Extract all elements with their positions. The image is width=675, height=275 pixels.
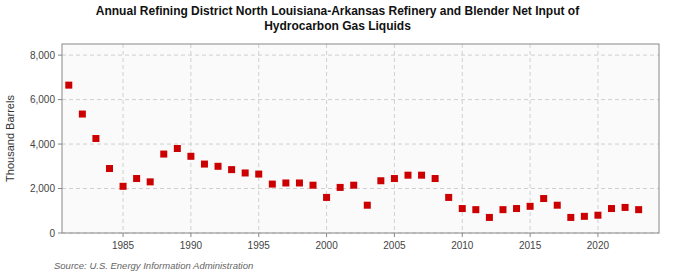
x-grid-line — [394, 44, 395, 233]
y-grid-line — [62, 55, 659, 56]
y-tick-label: 2,000 — [30, 183, 55, 194]
point — [581, 213, 588, 220]
point — [513, 205, 520, 212]
x-tick-label: 2000 — [315, 240, 338, 251]
y-grid-line — [62, 188, 659, 189]
y-tick — [58, 55, 62, 56]
point — [255, 171, 262, 178]
y-tick — [58, 99, 62, 100]
y-tick-label: 4,000 — [30, 139, 55, 150]
x-grid-line — [462, 44, 463, 233]
x-grid-line — [190, 44, 191, 233]
y-axis-label: Thousand Barrels — [4, 95, 16, 182]
point — [432, 175, 439, 182]
point — [622, 204, 629, 211]
y-tick — [58, 144, 62, 145]
point — [445, 194, 452, 201]
point — [65, 82, 72, 89]
point — [120, 183, 127, 190]
point — [364, 202, 371, 209]
point — [269, 181, 276, 188]
x-grid-line — [326, 44, 327, 233]
x-tick-label: 1995 — [248, 240, 271, 251]
y-tick-label: 0 — [49, 228, 55, 239]
point — [391, 175, 398, 182]
point — [608, 205, 615, 212]
point — [147, 178, 154, 185]
point — [106, 165, 113, 172]
title-line: Hydrocarbon Gas Liquids — [264, 19, 411, 33]
point — [310, 182, 317, 189]
point — [540, 195, 547, 202]
x-tick — [530, 233, 531, 237]
point — [459, 205, 466, 212]
point — [472, 206, 479, 213]
point — [486, 214, 493, 221]
point — [215, 163, 222, 170]
source-note: Source: U.S. Energy Information Administ… — [54, 260, 253, 271]
point — [296, 179, 303, 186]
y-tick-label: 8,000 — [30, 50, 55, 61]
point — [404, 172, 411, 179]
point — [282, 179, 289, 186]
point — [160, 151, 167, 158]
x-tick — [326, 233, 327, 237]
point — [228, 166, 235, 173]
y-tick-label: 6,000 — [30, 94, 55, 105]
point — [323, 194, 330, 201]
points — [65, 82, 642, 221]
x-tick — [394, 233, 395, 237]
x-tick-label: 2020 — [587, 240, 610, 251]
plot-frame — [62, 44, 659, 233]
point — [594, 212, 601, 219]
point — [418, 172, 425, 179]
point — [635, 206, 642, 213]
y-grid-line — [62, 99, 659, 100]
plot-area — [62, 44, 659, 233]
point — [187, 153, 194, 160]
y-tick — [58, 233, 62, 234]
point — [337, 184, 344, 191]
x-tick-label: 2005 — [383, 240, 406, 251]
point — [79, 111, 86, 118]
point — [350, 182, 357, 189]
x-tick — [462, 233, 463, 237]
x-tick — [190, 233, 191, 237]
point — [567, 214, 574, 221]
x-tick — [258, 233, 259, 237]
point — [527, 203, 534, 210]
x-grid-line — [597, 44, 598, 233]
y-tick — [58, 188, 62, 189]
point — [174, 145, 181, 152]
title-line: Annual Refining District North Louisiana… — [96, 4, 580, 18]
point — [377, 177, 384, 184]
x-grid-line — [123, 44, 124, 233]
point — [499, 206, 506, 213]
x-tick-label: 1990 — [180, 240, 203, 251]
point — [554, 202, 561, 209]
x-tick — [597, 233, 598, 237]
axes: 0 2,000 4,000 6,000 8,000 1985 1990 1995 2000 200… — [30, 50, 610, 251]
chart: 0 2,000 4,000 6,000 8,000 1985 1990 1995 2000 200… — [0, 0, 675, 275]
x-tick — [123, 233, 124, 237]
title: Annual Refining District North Louisiana… — [96, 4, 580, 33]
point — [133, 175, 140, 182]
point — [242, 169, 249, 176]
y-grid-line — [62, 144, 659, 145]
x-grid-line — [258, 44, 259, 233]
x-tick-label: 2015 — [519, 240, 542, 251]
x-tick-label: 1985 — [112, 240, 135, 251]
point — [201, 161, 208, 168]
grid — [62, 44, 659, 233]
point — [92, 135, 99, 142]
x-tick-label: 2010 — [451, 240, 474, 251]
